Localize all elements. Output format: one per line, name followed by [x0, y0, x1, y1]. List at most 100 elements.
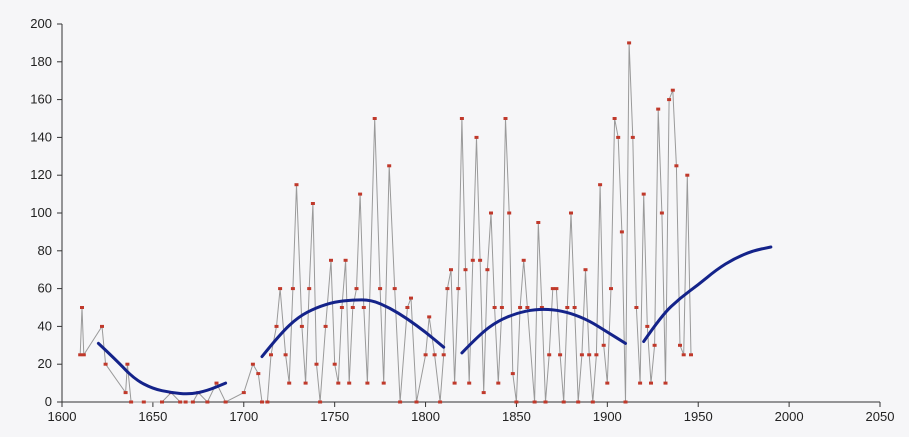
data-point — [141, 400, 146, 404]
data-point — [459, 117, 464, 120]
data-point — [463, 268, 468, 272]
data-point — [427, 315, 432, 319]
trend-line-segment — [460, 307, 627, 355]
data-point — [290, 287, 295, 291]
data-point — [579, 353, 584, 357]
data-point — [659, 211, 664, 215]
x-tick-label: 1800 — [411, 409, 440, 424]
data-point — [336, 381, 341, 385]
data-point — [489, 211, 493, 215]
data-point — [590, 400, 595, 404]
data-point — [638, 381, 643, 385]
x-tick-label: 2050 — [866, 409, 895, 424]
x-tick-label: 1600 — [48, 409, 77, 424]
data-point — [347, 381, 352, 385]
data-point — [558, 353, 563, 357]
data-point — [78, 353, 83, 357]
data-point — [381, 381, 386, 385]
data-point — [547, 353, 552, 357]
data-point — [630, 135, 635, 139]
x-tick-label: 1900 — [593, 409, 622, 424]
data-point — [521, 258, 526, 262]
data-point — [310, 202, 315, 205]
data-point — [409, 296, 413, 300]
data-point — [470, 258, 475, 262]
data-point — [190, 400, 195, 404]
y-tick-label: 20 — [38, 356, 52, 371]
data-point — [398, 400, 403, 404]
data-point — [80, 306, 84, 309]
data-point — [518, 306, 523, 309]
data-point — [318, 400, 323, 404]
data-point — [438, 400, 443, 404]
data-point — [343, 258, 348, 262]
trend-line-segment — [96, 341, 228, 396]
trend-line-segment — [642, 245, 773, 343]
data-point — [287, 381, 292, 385]
data-point — [303, 381, 308, 385]
data-point — [332, 362, 337, 366]
y-tick-label: 180 — [30, 54, 52, 69]
data-point — [539, 306, 544, 309]
data-point — [623, 400, 628, 404]
y-tick-label: 40 — [38, 318, 52, 333]
data-point — [358, 192, 363, 196]
data-point — [265, 400, 270, 404]
data-point — [496, 381, 501, 385]
data-point — [554, 287, 559, 291]
data-point — [514, 400, 519, 404]
data-point — [103, 362, 108, 366]
data-point — [214, 381, 219, 385]
data-point — [510, 372, 515, 376]
data-point — [634, 306, 639, 309]
data-point — [627, 41, 632, 45]
data-point — [543, 400, 548, 404]
data-point — [361, 306, 366, 309]
y-tick-label: 80 — [38, 243, 52, 258]
data-point — [205, 400, 210, 404]
data-point — [241, 391, 246, 395]
data-point — [649, 381, 653, 385]
data-point — [452, 381, 457, 385]
data-point — [100, 324, 104, 328]
axes: 0 20 40 60 80 100 120 140 160 180 200 1600 1650 1700 1… — [30, 16, 894, 424]
data-point — [323, 324, 328, 328]
data-point — [81, 353, 86, 357]
data-point — [667, 98, 672, 102]
data-point — [445, 287, 450, 291]
data-point — [481, 391, 486, 395]
data-point — [274, 324, 279, 328]
data-point — [652, 343, 657, 347]
data-point — [656, 107, 661, 111]
data-point — [250, 362, 255, 366]
data-point — [129, 400, 134, 404]
data-point — [583, 268, 588, 272]
data-point — [339, 306, 344, 309]
y-tick-label: 60 — [38, 281, 52, 296]
data-point — [492, 306, 497, 309]
data-point — [378, 287, 383, 291]
trend-layer — [96, 245, 773, 396]
data-point — [278, 287, 283, 291]
data-point — [467, 381, 472, 385]
data-point — [598, 183, 603, 187]
data-point — [536, 221, 541, 224]
data-point — [525, 306, 530, 309]
x-tick-label: 1950 — [684, 409, 713, 424]
data-point — [329, 258, 333, 262]
data-point — [594, 353, 599, 357]
data-point — [663, 381, 668, 385]
data-point — [314, 362, 319, 366]
data-point — [616, 135, 621, 139]
y-tick-label: 0 — [45, 394, 52, 409]
y-tick-label: 200 — [30, 16, 52, 31]
data-point — [365, 381, 370, 385]
data-point — [392, 287, 397, 291]
data-point — [256, 372, 261, 376]
data-point — [601, 343, 606, 347]
data-point — [372, 117, 377, 120]
x-tick-label: 1700 — [229, 409, 258, 424]
y-tick-label: 160 — [30, 92, 52, 107]
